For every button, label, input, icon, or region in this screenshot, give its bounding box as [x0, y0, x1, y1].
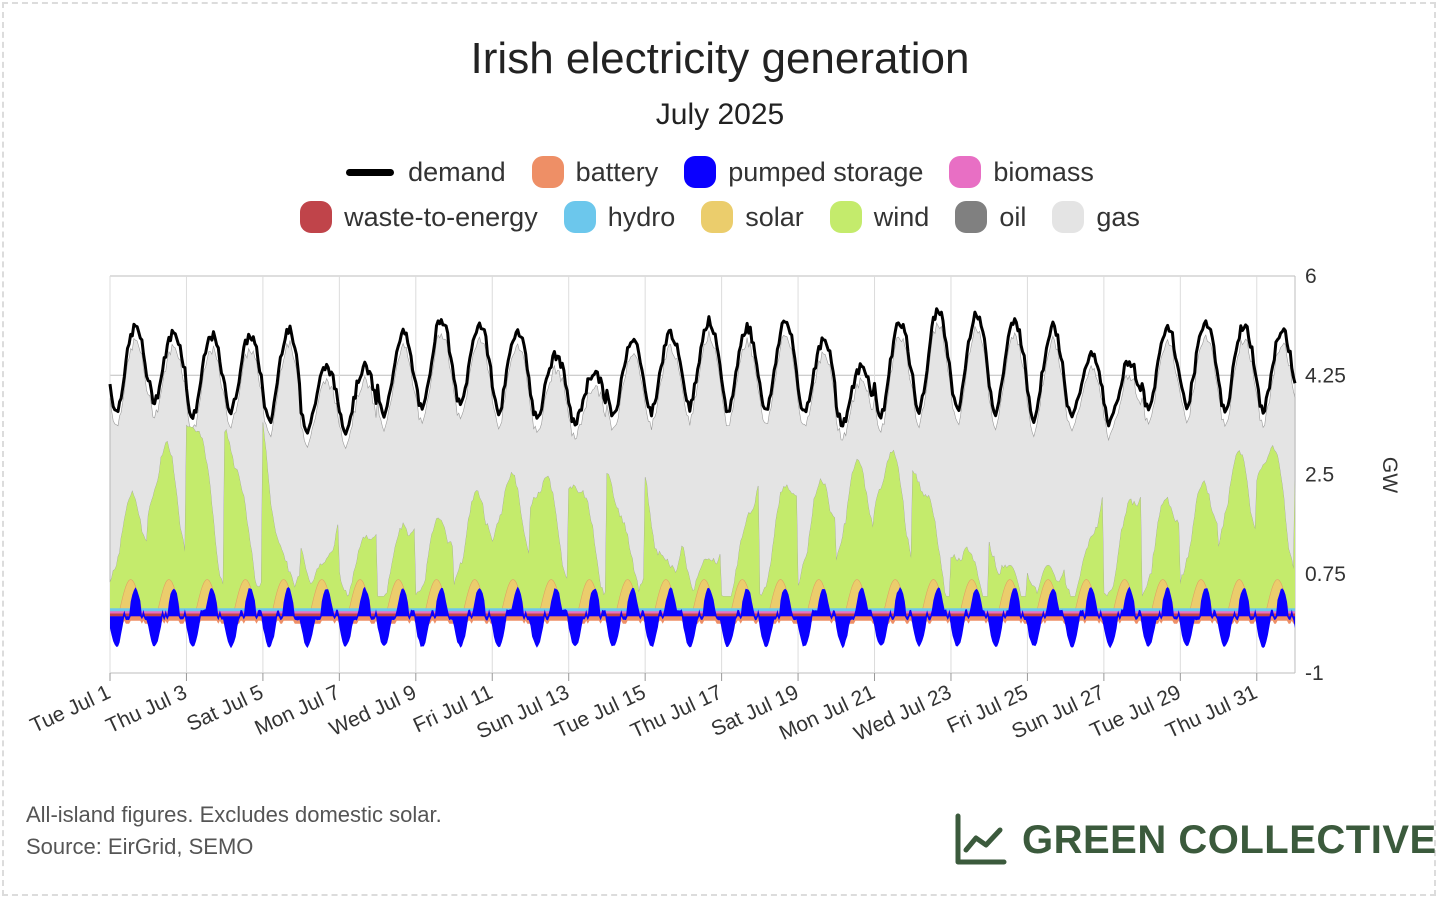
chart-subtitle: July 2025	[655, 98, 785, 131]
legend-label-gas: gas	[1096, 201, 1140, 232]
legend-item-battery[interactable]: battery	[531, 156, 659, 188]
legend-label-pumped: pumped storage	[728, 156, 924, 187]
legend-swatch-solar	[701, 201, 734, 233]
legend-swatch-pumped	[684, 156, 717, 188]
legend-label-demand: demand	[408, 156, 506, 187]
y-tick-label: 6	[1305, 265, 1317, 288]
legend-item-wind[interactable]: wind	[829, 201, 930, 233]
x-tick-label: Tue Jul 1	[27, 681, 114, 738]
legend-label-waste: waste-to-energy	[344, 201, 538, 232]
series-gas	[109, 321, 1296, 598]
legend-swatch-hydro	[563, 201, 596, 233]
legend-label-solar: solar	[745, 201, 804, 232]
chart-trend-icon	[955, 813, 1007, 865]
y-tick-label: -1	[1305, 662, 1324, 685]
legend-row-2: waste-to-energy hydro solar wind oil gas	[0, 201, 1440, 233]
y-tick-label: 2.5	[1305, 464, 1334, 487]
y-axis-title: GW	[1378, 457, 1401, 493]
series-pumped-storage	[110, 586, 1295, 649]
legend-item-oil[interactable]: oil	[955, 201, 1026, 233]
series-demand	[108, 307, 1297, 436]
legend-item-biomass[interactable]: biomass	[949, 156, 1094, 188]
footnote-source: Source: EirGrid, SEMO	[26, 834, 254, 859]
legend-label-wind: wind	[873, 201, 930, 232]
series-wind	[110, 422, 1295, 611]
legend-row-1: demand battery pumped storage biomass	[0, 156, 1440, 188]
x-tick-label: Thu Jul 3	[103, 681, 191, 738]
legend-swatch-biomass	[949, 156, 982, 188]
footnote-coverage: All-island figures. Excludes domestic so…	[26, 802, 442, 827]
legend-item-hydro[interactable]: hydro	[563, 201, 676, 233]
y-tick-label: 0.75	[1305, 563, 1346, 586]
legend-swatch-oil	[955, 201, 988, 233]
x-tick-label: Wed Jul 9	[326, 681, 420, 741]
legend-item-pumped[interactable]: pumped storage	[684, 156, 923, 188]
x-tick-label: Mon Jul 7	[251, 681, 343, 740]
legend-label-hydro: hydro	[607, 201, 676, 232]
y-tick-label: 4.25	[1305, 364, 1346, 387]
legend-label-battery: battery	[575, 156, 659, 187]
legend-label-biomass: biomass	[993, 156, 1094, 187]
legend-item-gas[interactable]: gas	[1052, 201, 1140, 233]
legend-swatch-waste	[300, 201, 333, 233]
legend-item-solar[interactable]: solar	[701, 201, 804, 233]
legend-item-demand[interactable]: demand	[346, 157, 506, 188]
legend-swatch-gas	[1052, 201, 1085, 233]
brand-name: GREEN COLLECTIVE	[1022, 817, 1437, 862]
legend-swatch-demand	[346, 168, 395, 176]
chart-title: Irish electricity generation	[470, 34, 970, 83]
legend-swatch-battery	[531, 156, 564, 188]
legend-label-oil: oil	[999, 201, 1027, 232]
legend-item-waste[interactable]: waste-to-energy	[300, 201, 538, 233]
brand-logo: GREEN COLLECTIVE	[952, 812, 1437, 868]
legend-swatch-wind	[829, 201, 862, 233]
